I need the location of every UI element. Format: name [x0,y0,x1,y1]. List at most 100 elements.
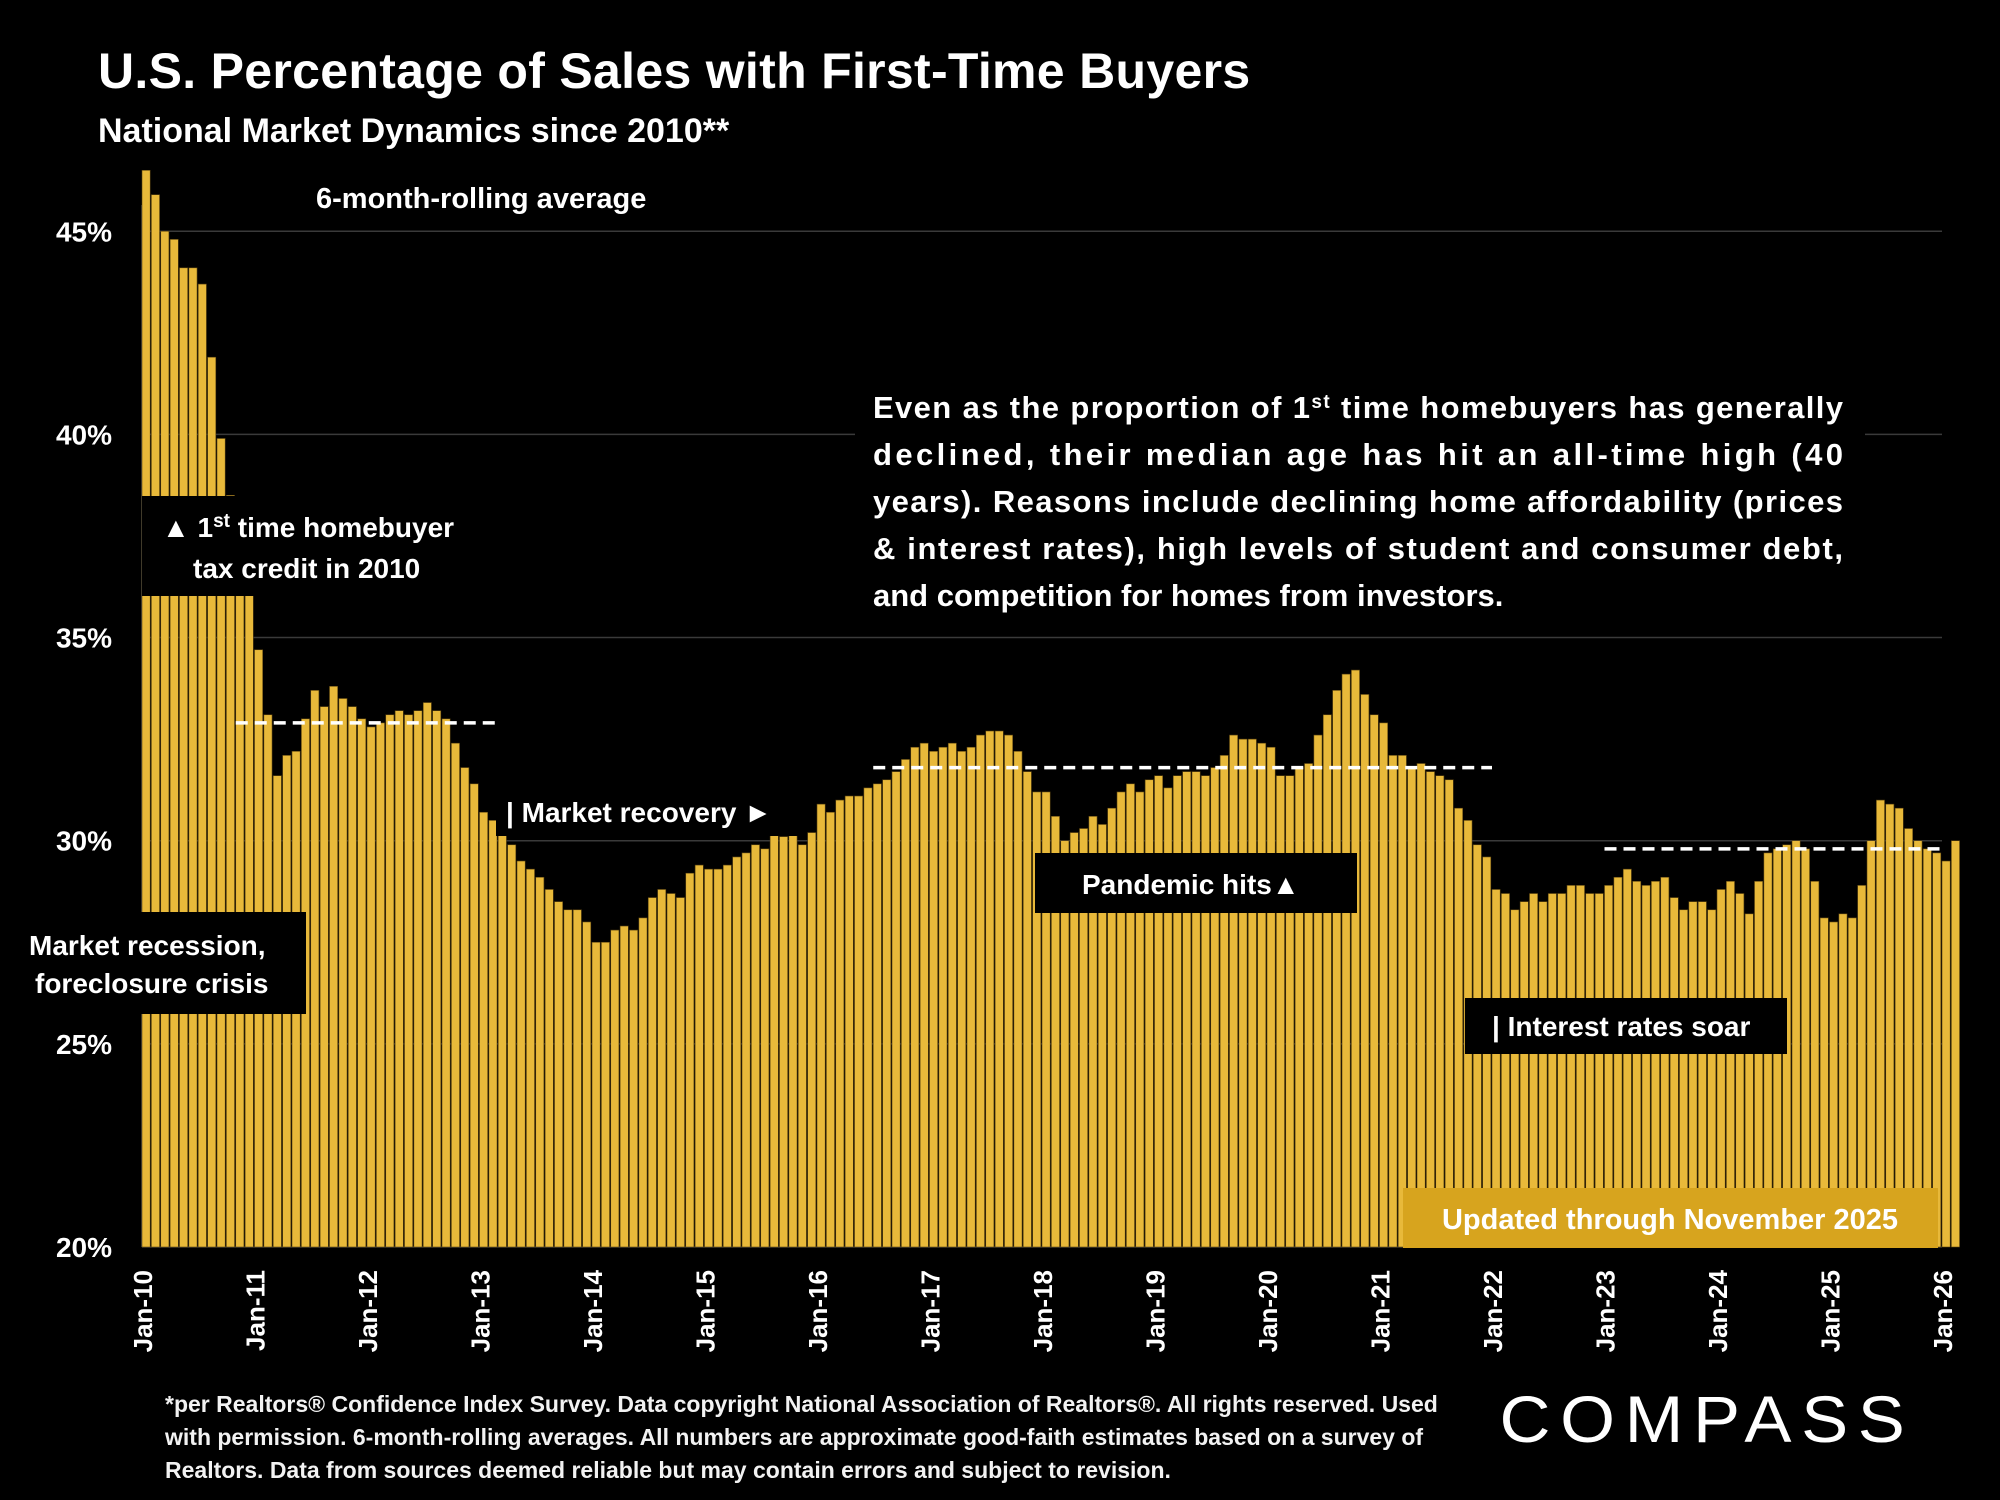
commentary-line: Even as the proportion of 1st time homeb… [873,390,1844,425]
y-tick-label: 25% [56,1029,112,1060]
bar [1454,807,1463,1248]
bar [666,893,676,1248]
bar [826,811,835,1248]
bar [1360,694,1370,1248]
x-axis-labels: Jan-10 Jan-11 Jan-12 Jan-13 Jan-14 Jan-15 Jan-… [128,1269,1958,1352]
bar [376,722,385,1248]
bar [1951,840,1960,1248]
x-tick-label: Jan-22 [1478,1270,1508,1352]
bar [319,706,329,1248]
bar [1351,669,1360,1248]
bar [1313,734,1323,1248]
rates-label: | Interest rates soar [1492,1011,1751,1042]
bar [197,283,207,1248]
tax-credit-label-1: ▲ 1st time homebuyer [162,511,454,543]
bar [1294,767,1304,1248]
bar [741,852,751,1248]
bar [1322,714,1332,1248]
bar [385,714,395,1248]
bar [816,803,826,1248]
x-tick-label: Jan-26 [1928,1270,1958,1352]
bar [226,495,235,1248]
bar [582,921,592,1248]
bar [1163,787,1173,1248]
bar [713,868,723,1248]
bar [1913,840,1923,1248]
x-tick-label: Jan-24 [1703,1269,1733,1352]
bar [732,856,742,1248]
bar [797,844,807,1248]
x-tick-label: Jan-11 [241,1270,271,1351]
bar [1388,755,1398,1248]
x-tick-label: Jan-23 [1591,1270,1621,1352]
bar [441,718,451,1248]
bar [1051,816,1060,1248]
compass-logo-text: COMPASS [1500,1382,1915,1456]
bar [872,783,882,1248]
pandemic-label: Pandemic hits▲ [1082,869,1300,900]
updated-badge [1403,1188,1938,1248]
bar [779,836,788,1248]
bar [1257,742,1267,1248]
bar [619,925,629,1248]
recession-label-1: Market recession, [29,930,266,961]
commentary-line: and competition for homes from investors… [873,578,1503,613]
bar [451,742,460,1248]
bar [901,759,910,1248]
bar [141,170,151,1248]
bar [404,714,413,1248]
bar [769,828,779,1248]
recession-box [14,912,306,1014]
bar [985,730,995,1248]
bar [160,230,170,1248]
bar [1172,775,1182,1248]
chart-title: U.S. Percentage of Sales with First-Time… [98,43,1251,99]
bar [235,547,245,1248]
bar [507,844,517,1248]
bar [704,868,713,1248]
bar [1801,848,1810,1248]
bar [910,746,920,1248]
recovery-label: | Market recovery ► [506,797,772,828]
bar [638,917,648,1248]
bar [357,718,367,1248]
commentary-box [855,378,1865,626]
recession-label-2: foreclosure crisis [35,968,268,999]
y-tick-label: 35% [56,623,112,654]
bar [554,901,563,1248]
bar [1144,779,1154,1248]
x-tick-label: Jan-17 [916,1270,946,1352]
commentary-line: years). Reasons include declining home a… [873,484,1843,519]
bar [151,194,160,1248]
bar [891,771,901,1248]
bar [1407,767,1417,1248]
bar [1201,775,1210,1248]
bar [610,929,620,1248]
bar [310,690,320,1248]
x-tick-label: Jan-10 [128,1270,158,1352]
bar [1941,860,1951,1248]
bar [1894,807,1904,1248]
x-tick-label: Jan-16 [803,1270,833,1352]
bar [1238,738,1248,1248]
y-tick-label: 40% [56,419,112,450]
bar [1013,751,1023,1248]
bar [1922,848,1932,1248]
bar [516,860,526,1248]
bar [572,909,582,1248]
bar [216,438,226,1248]
bar [1791,840,1801,1248]
bar [347,706,357,1248]
bar [844,795,854,1248]
commentary-text: Even as the proportion of 1st time homeb… [873,390,1844,613]
bar [1210,767,1220,1248]
tax-credit-box [142,496,512,596]
bar [479,811,488,1248]
bar [629,929,638,1248]
bar [1276,775,1285,1248]
bar [207,356,217,1248]
bar [601,941,610,1248]
bar [563,909,573,1248]
bar [488,820,498,1248]
